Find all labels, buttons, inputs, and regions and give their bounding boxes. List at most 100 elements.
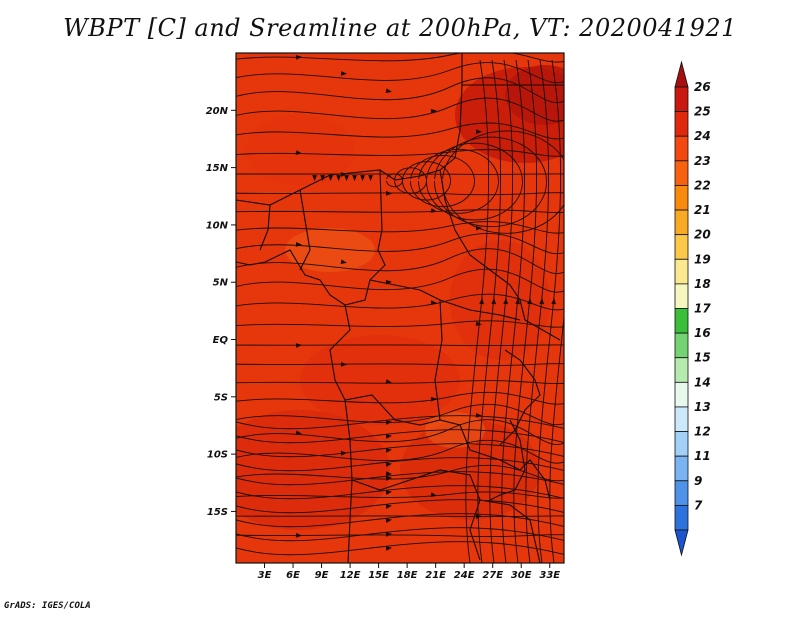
streamline-arrow	[475, 514, 482, 519]
streamline-arrow	[503, 298, 509, 305]
streamline	[236, 344, 564, 346]
colorbar: 26 25 24 23 22 21 20 19 18 17 16 15 14 13 12 11 9 7	[674, 60, 711, 557]
colorbar-label: 15	[694, 351, 711, 365]
streamline	[236, 464, 564, 482]
streamline-arrow	[385, 504, 392, 509]
streamline	[236, 439, 564, 464]
streamline	[236, 392, 564, 405]
streamline-arrow	[340, 172, 347, 177]
streamline-arrow	[385, 490, 392, 495]
y-tick-label: 10S	[207, 450, 228, 461]
x-tick-label: 15E	[368, 570, 389, 581]
colorbar-box	[674, 431, 689, 457]
streamline	[236, 419, 564, 446]
streamline-arrow	[295, 343, 302, 348]
y-tick-label: 15S	[207, 507, 228, 518]
y-tick-label: 10N	[206, 220, 229, 231]
colorbar-box	[674, 258, 689, 285]
border-line	[439, 169, 561, 341]
colorbar-top-arrow	[674, 60, 689, 88]
streamline	[501, 59, 526, 563]
x-tick-label: 30E	[511, 570, 532, 581]
streamline	[236, 499, 564, 514]
colorbar-box	[674, 480, 689, 506]
streamline	[513, 59, 538, 563]
y-tick-label: 5S	[214, 392, 228, 403]
streamline-arrow	[295, 430, 302, 436]
field-patch	[505, 65, 564, 125]
colorbar-box	[674, 86, 689, 113]
y-tick-label: 5N	[213, 278, 229, 289]
streamline	[236, 403, 564, 426]
field-patch	[236, 410, 390, 530]
streamline-arrow	[430, 300, 437, 306]
streamline-arrow	[430, 492, 437, 497]
streamline	[236, 415, 564, 430]
streamline	[426, 142, 523, 221]
streamlines	[236, 53, 564, 563]
colorbar-box	[674, 406, 689, 432]
streamline	[442, 130, 564, 234]
streamline-arrow	[430, 208, 437, 213]
colorbar-box	[674, 135, 689, 162]
colorbar-label: 22	[694, 178, 711, 192]
streamline-arrow	[385, 88, 392, 94]
colorbar-label: 7	[694, 498, 703, 512]
colorbar-label: 14	[694, 375, 711, 389]
border-line	[479, 499, 541, 563]
streamline	[410, 155, 475, 208]
streamline	[236, 122, 564, 140]
field-patch	[450, 240, 550, 360]
streamline	[236, 443, 564, 458]
colorbar-label: 24	[694, 129, 711, 143]
colorbar-label: 12	[694, 425, 711, 439]
field-patch	[245, 115, 355, 185]
footer-credit: GrADS: IGES/COLA	[4, 601, 91, 611]
x-tick-label: 21E	[425, 570, 446, 581]
border-line	[236, 169, 386, 306]
border-line	[259, 204, 271, 251]
streamline	[434, 136, 547, 228]
colorbar-box	[674, 234, 689, 260]
streamline	[236, 77, 564, 103]
streamline-arrow	[340, 259, 347, 265]
streamline	[386, 173, 403, 188]
streamline-arrow	[491, 298, 497, 305]
colorbar-box	[674, 111, 689, 137]
streamline-arrow	[295, 54, 302, 60]
streamline	[236, 248, 564, 275]
streamline-arrow	[385, 462, 392, 467]
streamline	[236, 293, 564, 311]
border-line	[351, 469, 481, 561]
streamline	[477, 59, 502, 563]
streamline-arrow	[551, 298, 557, 305]
x-tick-label: 3E	[258, 570, 272, 581]
streamline	[236, 380, 564, 384]
colorbar-label: 11	[694, 449, 711, 463]
streamline	[236, 471, 564, 486]
border-line	[329, 304, 461, 426]
streamline-arrow	[475, 321, 482, 326]
colorbar-box	[674, 381, 689, 408]
colorbar-box	[674, 332, 689, 359]
streamline	[236, 485, 564, 500]
streamline-arrow	[295, 242, 302, 247]
streamline-arrow	[385, 279, 392, 285]
x-axis: 3E 6E 9E 12E 15E 18E 21E 24E 27E 30E 33E	[258, 563, 560, 581]
colorbar-box	[674, 209, 689, 236]
streamline-arrow	[475, 129, 482, 134]
streamline-arrow	[328, 175, 334, 182]
streamline	[549, 60, 564, 563]
streamline-arrow	[385, 518, 392, 523]
streamline-arrow	[320, 175, 326, 182]
streamline-arrow	[385, 532, 392, 537]
streamline	[236, 173, 564, 175]
border-line	[489, 419, 526, 501]
streamline	[418, 148, 499, 214]
streamline-arrow	[368, 175, 374, 182]
streamline-arrow	[312, 175, 318, 182]
colorbar-label: 13	[694, 400, 711, 414]
x-tick-label: 18E	[397, 570, 418, 581]
x-tick-label: 27E	[482, 570, 503, 581]
streamline-arrow	[430, 108, 437, 114]
